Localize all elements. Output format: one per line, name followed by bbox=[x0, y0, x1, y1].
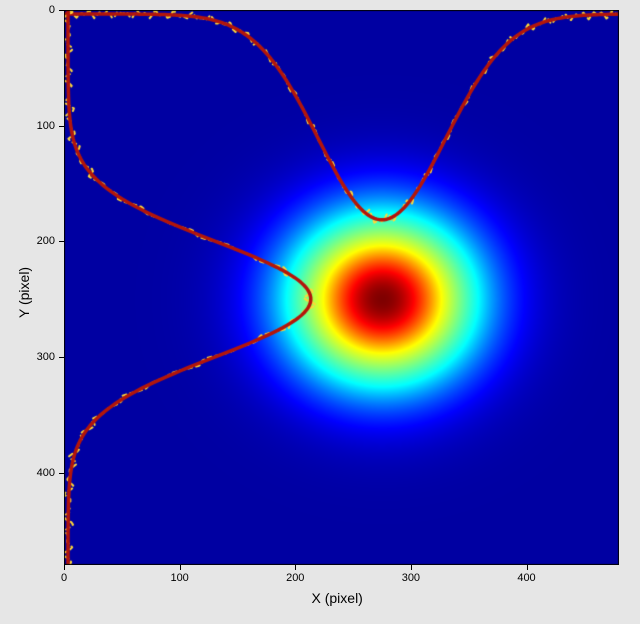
x-tick-label: 200 bbox=[286, 572, 304, 584]
x-tick-label: 0 bbox=[61, 572, 67, 584]
tick-mark bbox=[59, 10, 64, 11]
x-tick-label: 100 bbox=[170, 572, 188, 584]
y-tick-label: 300 bbox=[27, 351, 55, 363]
x-axis-label: X (pixel) bbox=[312, 590, 363, 606]
tick-mark bbox=[59, 241, 64, 242]
y-tick-label: 200 bbox=[27, 235, 55, 247]
figure-frame: X (pixel) Y (pixel) 0 100 200 300 400 0 100 200… bbox=[0, 0, 640, 624]
tick-mark bbox=[59, 126, 64, 127]
x-tick-label: 400 bbox=[517, 572, 535, 584]
y-axis-label: Y (pixel) bbox=[16, 266, 32, 317]
tick-mark bbox=[64, 565, 65, 570]
tick-mark bbox=[527, 565, 528, 570]
y-tick-label: 400 bbox=[27, 467, 55, 479]
beam-heatmap bbox=[64, 10, 619, 565]
y-tick-label: 100 bbox=[27, 120, 55, 132]
tick-mark bbox=[411, 565, 412, 570]
tick-mark bbox=[180, 565, 181, 570]
tick-mark bbox=[59, 357, 64, 358]
y-tick-label: 0 bbox=[27, 4, 55, 16]
x-tick-label: 300 bbox=[402, 572, 420, 584]
tick-mark bbox=[59, 473, 64, 474]
tick-mark bbox=[295, 565, 296, 570]
